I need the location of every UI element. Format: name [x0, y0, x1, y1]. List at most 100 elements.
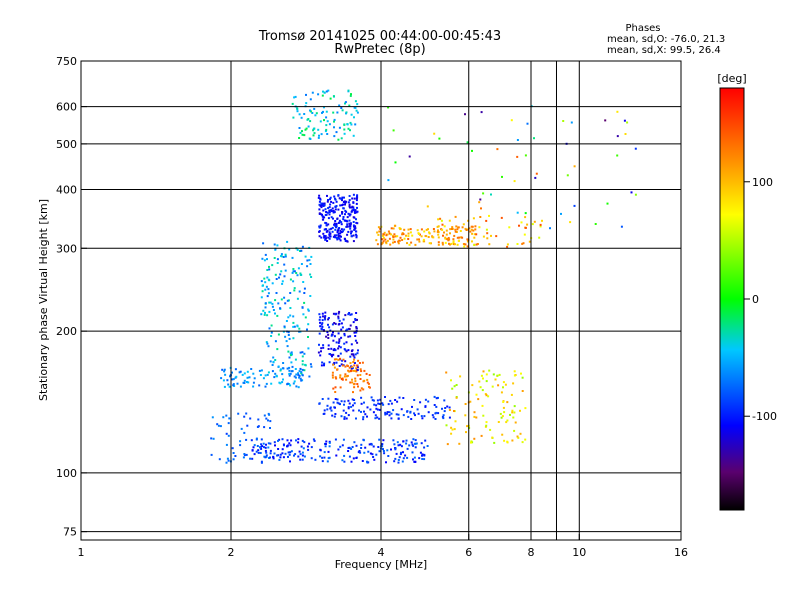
data-point [389, 243, 392, 246]
data-point [265, 285, 268, 288]
data-point [324, 318, 327, 321]
data-point [447, 239, 450, 242]
data-point [288, 337, 291, 340]
data-point [301, 368, 304, 371]
colorbar [719, 87, 745, 511]
data-point [320, 204, 323, 206]
data-point [321, 319, 324, 322]
data-point [298, 127, 301, 129]
data-point [408, 155, 411, 158]
data-point [498, 373, 501, 376]
data-point [458, 442, 461, 445]
data-point [284, 269, 287, 272]
data-point [378, 403, 381, 405]
data-point [279, 382, 282, 385]
data-point [301, 451, 304, 454]
data-point [473, 437, 476, 440]
data-point [349, 213, 352, 216]
data-point [326, 404, 329, 407]
data-point [317, 93, 320, 96]
data-point [278, 276, 280, 279]
data-point [348, 455, 351, 458]
data-point [302, 281, 305, 283]
data-point [353, 356, 356, 359]
data-point [338, 310, 341, 313]
data-point [503, 439, 506, 442]
data-point [375, 407, 378, 410]
data-point [392, 227, 395, 230]
data-point [326, 229, 329, 232]
data-point [271, 282, 274, 285]
data-point [406, 447, 409, 450]
data-point [335, 223, 337, 226]
data-point [387, 106, 390, 109]
data-point [232, 458, 235, 461]
data-point [437, 396, 439, 399]
data-point [485, 219, 488, 222]
data-point [462, 223, 465, 226]
data-point [496, 374, 499, 377]
data-point [517, 436, 520, 439]
data-point [406, 456, 409, 459]
data-point [279, 273, 282, 276]
data-point [348, 328, 351, 330]
data-point [321, 361, 324, 364]
data-point [451, 387, 454, 390]
data-point [255, 450, 258, 453]
data-point [320, 328, 323, 331]
data-point [282, 456, 285, 459]
data-point [488, 214, 490, 217]
data-point [279, 369, 282, 372]
data-point [265, 443, 267, 446]
data-point [289, 372, 292, 375]
data-point [369, 452, 372, 455]
data-point [252, 385, 255, 388]
data-point [501, 433, 504, 436]
data-point [300, 445, 303, 448]
data-point [253, 453, 256, 456]
data-point [307, 308, 310, 311]
data-point [594, 223, 597, 225]
data-point [341, 109, 344, 112]
data-point [260, 280, 263, 283]
data-point [464, 414, 467, 417]
data-point [342, 218, 345, 221]
data-point [276, 348, 279, 351]
data-point [352, 221, 355, 223]
data-point [310, 276, 313, 278]
data-point [336, 111, 339, 114]
data-point [210, 453, 213, 456]
data-point [337, 138, 340, 141]
data-point [333, 211, 336, 214]
data-point [264, 311, 266, 314]
data-point [330, 227, 333, 230]
data-point [355, 444, 358, 447]
data-point [373, 458, 376, 461]
data-point [306, 328, 308, 331]
data-point [234, 455, 237, 457]
data-point [349, 335, 352, 338]
data-point [333, 118, 336, 121]
data-point [351, 381, 354, 384]
data-point [524, 212, 527, 215]
data-point [390, 412, 393, 415]
data-point [381, 238, 384, 241]
data-point [482, 377, 484, 380]
data-point [263, 446, 265, 449]
data-point [274, 372, 277, 375]
data-point [360, 370, 363, 373]
data-point [289, 314, 292, 317]
data-point [293, 270, 296, 273]
data-point [456, 243, 459, 246]
data-point [398, 456, 401, 459]
data-point [301, 454, 304, 457]
data-point [343, 403, 345, 406]
data-point [387, 179, 390, 182]
data-point [338, 219, 341, 222]
data-point [490, 234, 492, 237]
colorbar-ticks: 100 0 -100 [744, 176, 777, 423]
data-point [324, 445, 327, 448]
data-point [624, 133, 627, 135]
data-point [348, 447, 351, 449]
